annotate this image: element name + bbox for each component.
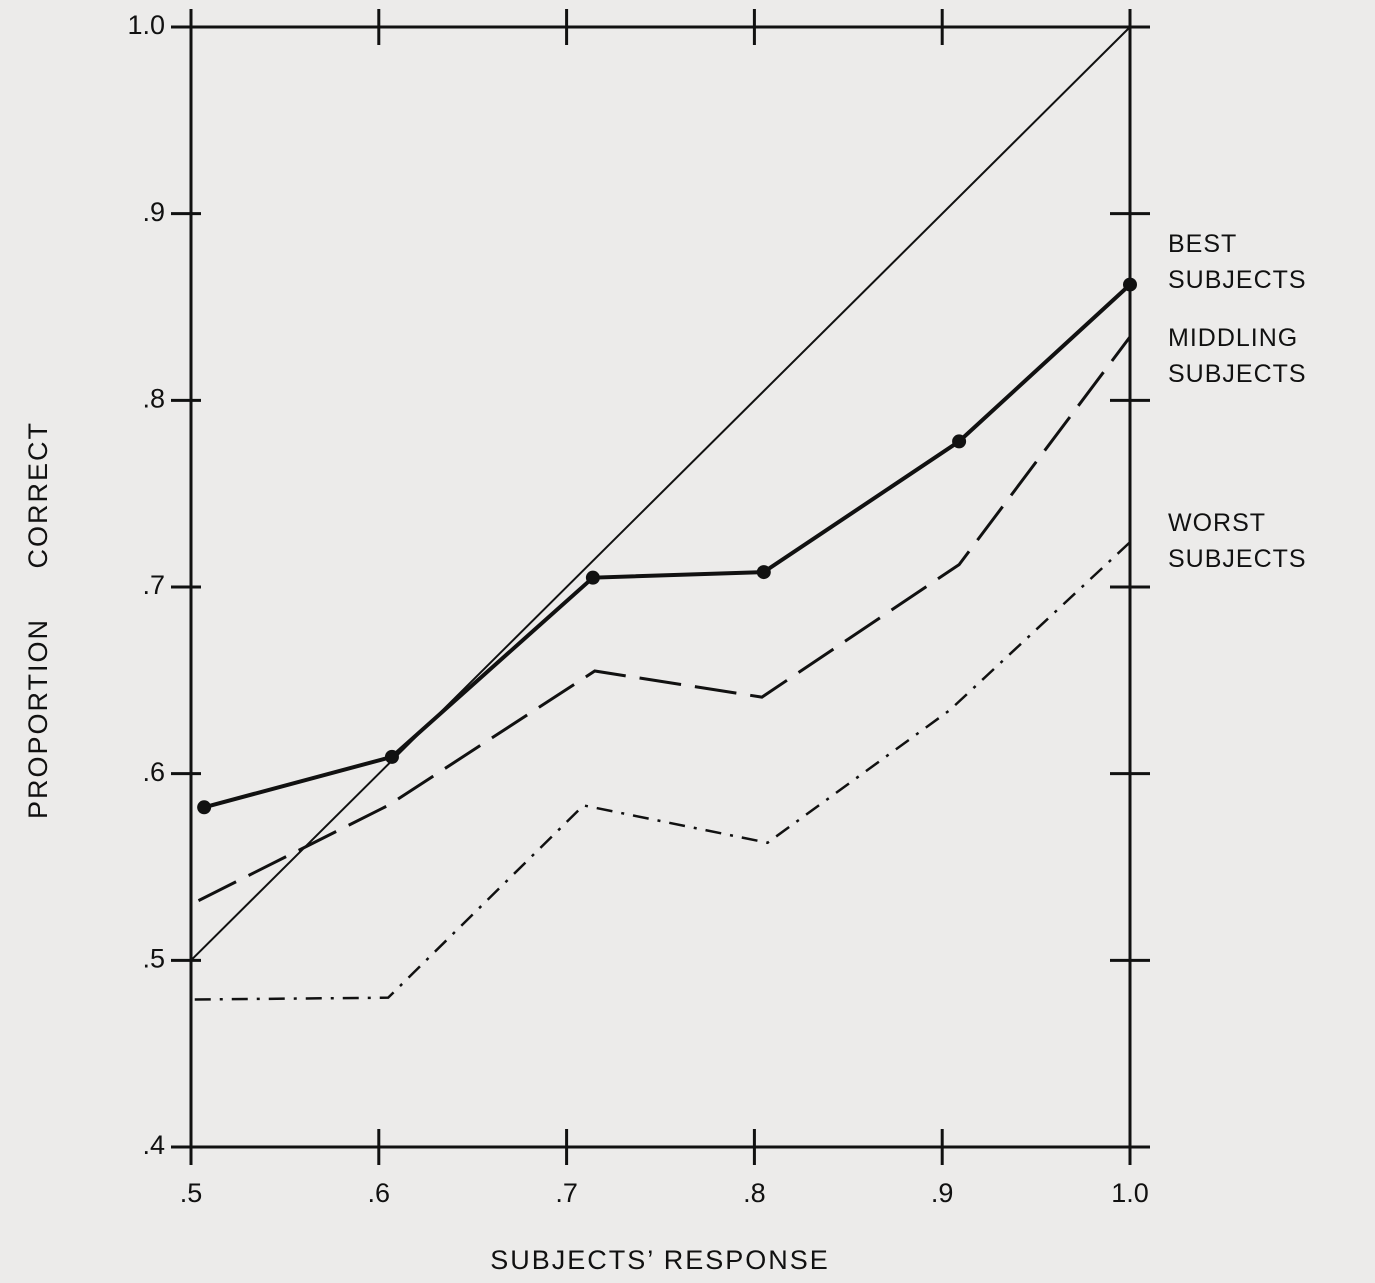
series-label: MIDDLING SUBJECTS	[1168, 324, 1307, 388]
plot-frame	[189, 25, 1132, 1149]
y-tick-label: .4	[142, 1130, 165, 1160]
y-tick-label: .7	[142, 570, 165, 600]
x-tick-label: .9	[931, 1178, 954, 1208]
series-line	[203, 283, 1132, 810]
x-axis-label: SUBJECTS’ RESPONSE	[490, 1245, 830, 1275]
point	[197, 800, 212, 815]
x-tick-label: 1.0	[1111, 1178, 1149, 1208]
y-tick-label: .9	[142, 197, 165, 227]
series-line	[197, 335, 1132, 902]
y-tick-label: .8	[142, 383, 165, 413]
point	[1123, 277, 1137, 292]
y-tick-label: 1.0	[127, 10, 165, 40]
point	[952, 434, 967, 449]
y-tick-label: .6	[142, 757, 165, 787]
y-axis-label: PROPORTION CORRECT	[23, 421, 53, 819]
x-tick-label: .5	[180, 1178, 203, 1208]
series-label: BEST SUBJECTS	[1168, 230, 1307, 294]
point	[384, 749, 399, 764]
series-line	[194, 541, 1131, 1001]
x-tick-label: .6	[368, 1178, 391, 1208]
x-tick-label: .8	[743, 1178, 766, 1208]
series-line	[190, 26, 1131, 962]
y-tick-label: .5	[142, 943, 165, 973]
point	[585, 570, 600, 585]
series-label: WORST SUBJECTS	[1168, 509, 1307, 573]
point	[756, 565, 771, 580]
x-tick-label: .7	[555, 1178, 578, 1208]
